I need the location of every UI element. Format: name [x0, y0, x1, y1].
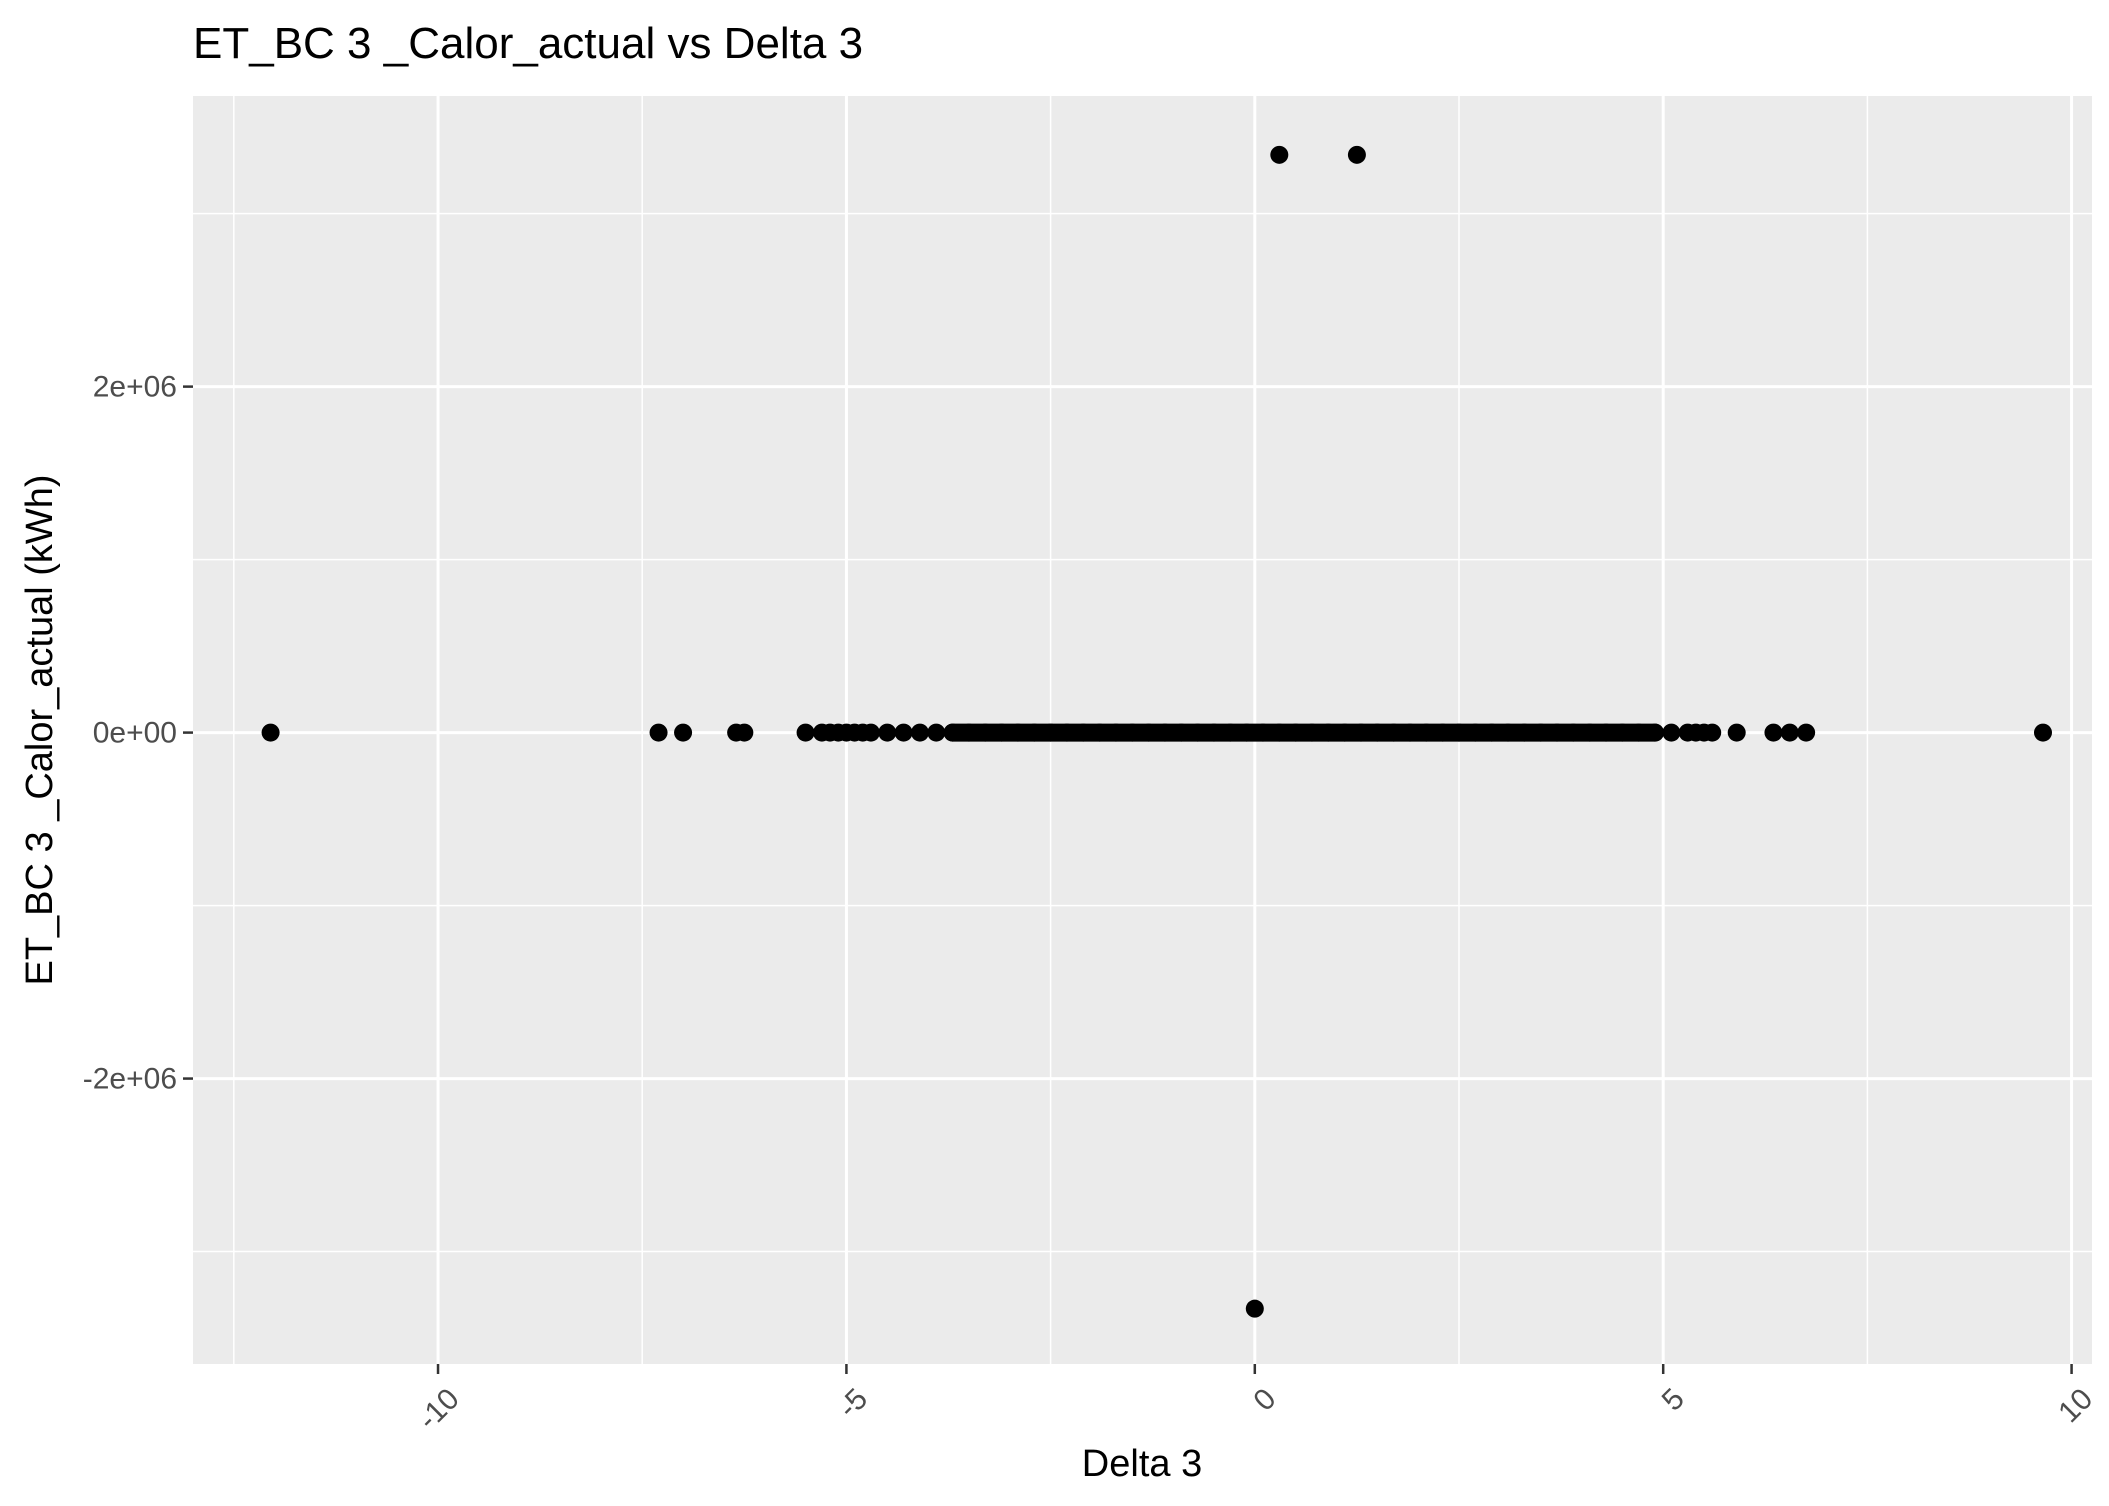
y-axis-title: ET_BC 3 _Calor_actual (kWh) — [19, 474, 61, 985]
x-tick-label: 5 — [1656, 1382, 1691, 1417]
data-point — [1245, 1299, 1264, 1318]
data-point — [1780, 723, 1799, 742]
data-point — [261, 723, 280, 742]
data-point — [1347, 145, 1366, 164]
y-tick-label: -2e+06 — [83, 1063, 177, 1096]
x-axis-title: Delta 3 — [1082, 1443, 1202, 1485]
x-tick-label: 0 — [1247, 1382, 1282, 1417]
data-point — [649, 723, 668, 742]
data-point — [1270, 145, 1289, 164]
data-point — [1727, 723, 1746, 742]
x-tick-label: -5 — [832, 1382, 874, 1424]
data-points — [261, 145, 2052, 1318]
data-point — [674, 723, 693, 742]
x-tick-label: 10 — [2052, 1382, 2099, 1429]
chart-title: ET_BC 3 _Calor_actual vs Delta 3 — [193, 19, 863, 68]
data-point — [1764, 723, 1783, 742]
data-point — [1703, 723, 1722, 742]
y-axis-ticks: -2e+06 0e+00 2e+06 — [83, 371, 193, 1096]
x-tick-label: -10 — [412, 1382, 466, 1436]
data-point — [861, 723, 880, 742]
data-point — [1662, 723, 1681, 742]
data-point — [927, 723, 946, 742]
data-point — [735, 723, 754, 742]
data-point — [796, 723, 815, 742]
y-tick-label: 2e+06 — [93, 371, 177, 404]
grid-minor-y — [193, 212, 2092, 1253]
data-point — [894, 723, 913, 742]
data-point — [1797, 723, 1816, 742]
x-axis-ticks: -10 -5 0 5 10 — [412, 1364, 2099, 1436]
data-point — [910, 723, 929, 742]
data-point — [2033, 723, 2052, 742]
data-point — [878, 723, 897, 742]
y-tick-label: 0e+00 — [93, 717, 177, 750]
